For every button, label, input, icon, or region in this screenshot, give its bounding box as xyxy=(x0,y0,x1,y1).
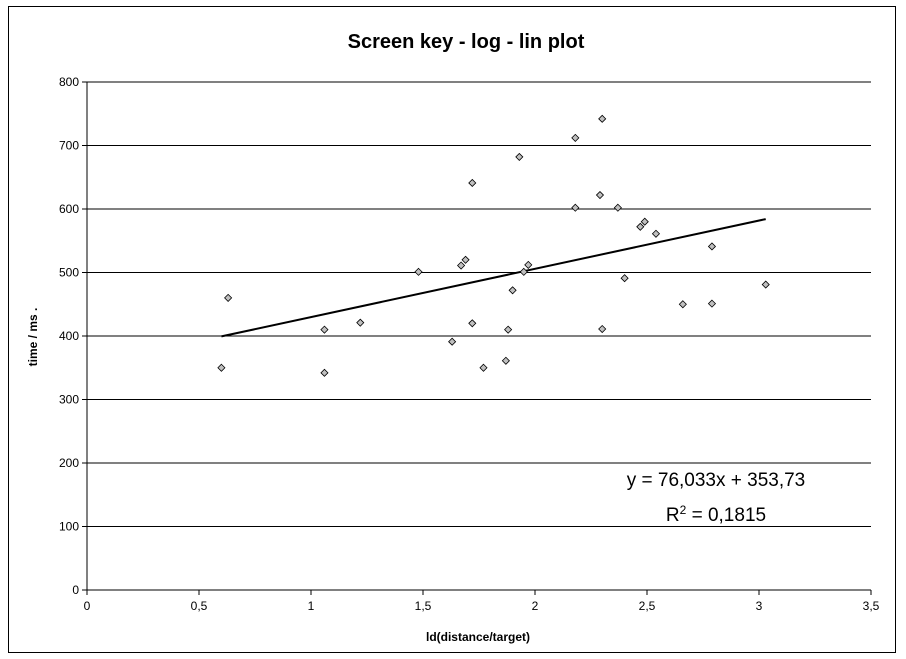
data-point xyxy=(320,325,329,334)
data-point xyxy=(707,299,717,308)
y-tick-label: 800 xyxy=(59,75,79,89)
x-tick-label: 3,5 xyxy=(863,599,880,613)
data-point xyxy=(504,325,513,334)
x-tick-label: 0,5 xyxy=(191,599,208,613)
data-point xyxy=(571,133,580,142)
x-tick-label: 2 xyxy=(532,599,539,613)
y-tick-label: 500 xyxy=(59,266,79,280)
data-point xyxy=(595,190,605,200)
data-point xyxy=(320,368,329,377)
data-point xyxy=(598,114,607,123)
y-tick-label: 700 xyxy=(59,139,79,153)
data-point xyxy=(524,260,533,269)
x-tick-label: 2,5 xyxy=(639,599,656,613)
data-point xyxy=(224,293,233,302)
data-point xyxy=(598,324,607,334)
data-point xyxy=(457,261,466,270)
y-tick-label: 600 xyxy=(59,202,79,216)
data-point xyxy=(571,203,580,212)
grid-lines xyxy=(87,81,871,527)
data-point xyxy=(356,318,365,327)
trend-equation: y = 76,033x + 353,73 xyxy=(627,470,806,491)
data-point xyxy=(636,222,645,231)
r-squared-label: R2 = 0,1815 xyxy=(666,503,766,526)
y-tick-label: 100 xyxy=(59,520,79,534)
chart-title: Screen key - log - lin plot xyxy=(348,31,585,53)
y-tick-label: 200 xyxy=(59,456,79,470)
y-tick-label: 400 xyxy=(59,329,79,343)
data-point xyxy=(707,242,717,251)
data-point xyxy=(461,255,470,264)
data-point xyxy=(217,363,226,372)
data-points xyxy=(217,114,770,377)
data-point xyxy=(640,217,649,226)
r2-value: = 0,1815 xyxy=(686,505,766,526)
data-point xyxy=(613,203,622,212)
chart-frame xyxy=(8,6,896,653)
data-point xyxy=(414,267,423,276)
y-tick-labels: 0 100 200 300 400 500 600 700 800 xyxy=(59,75,79,597)
trend-line xyxy=(221,218,766,338)
data-point xyxy=(479,363,488,372)
x-tick-label: 0 xyxy=(84,599,91,613)
x-tick-label: 1,5 xyxy=(415,599,432,613)
x-tick-label: 3 xyxy=(756,599,763,613)
y-tick-label: 0 xyxy=(72,583,79,597)
data-point xyxy=(761,280,770,289)
x-axis-label: ld(distance/target) xyxy=(426,630,530,644)
data-point xyxy=(651,229,661,238)
data-point xyxy=(501,356,510,365)
data-point xyxy=(468,319,477,328)
data-point xyxy=(448,337,457,346)
data-point xyxy=(519,267,528,276)
data-point xyxy=(678,300,687,309)
data-point xyxy=(515,152,524,161)
data-point xyxy=(468,178,477,188)
data-point xyxy=(620,274,629,283)
r2-prefix: R xyxy=(666,505,680,526)
x-tick-label: 1 xyxy=(308,599,315,613)
data-point xyxy=(508,286,517,295)
r2-superscript: 2 xyxy=(680,503,687,517)
y-axis-label: time / ms . xyxy=(26,308,40,367)
y-tick-label: 300 xyxy=(59,393,79,407)
axes xyxy=(82,81,872,595)
x-tick-labels: 0 0,5 1 1,5 2 2,5 3 3,5 xyxy=(84,599,880,613)
